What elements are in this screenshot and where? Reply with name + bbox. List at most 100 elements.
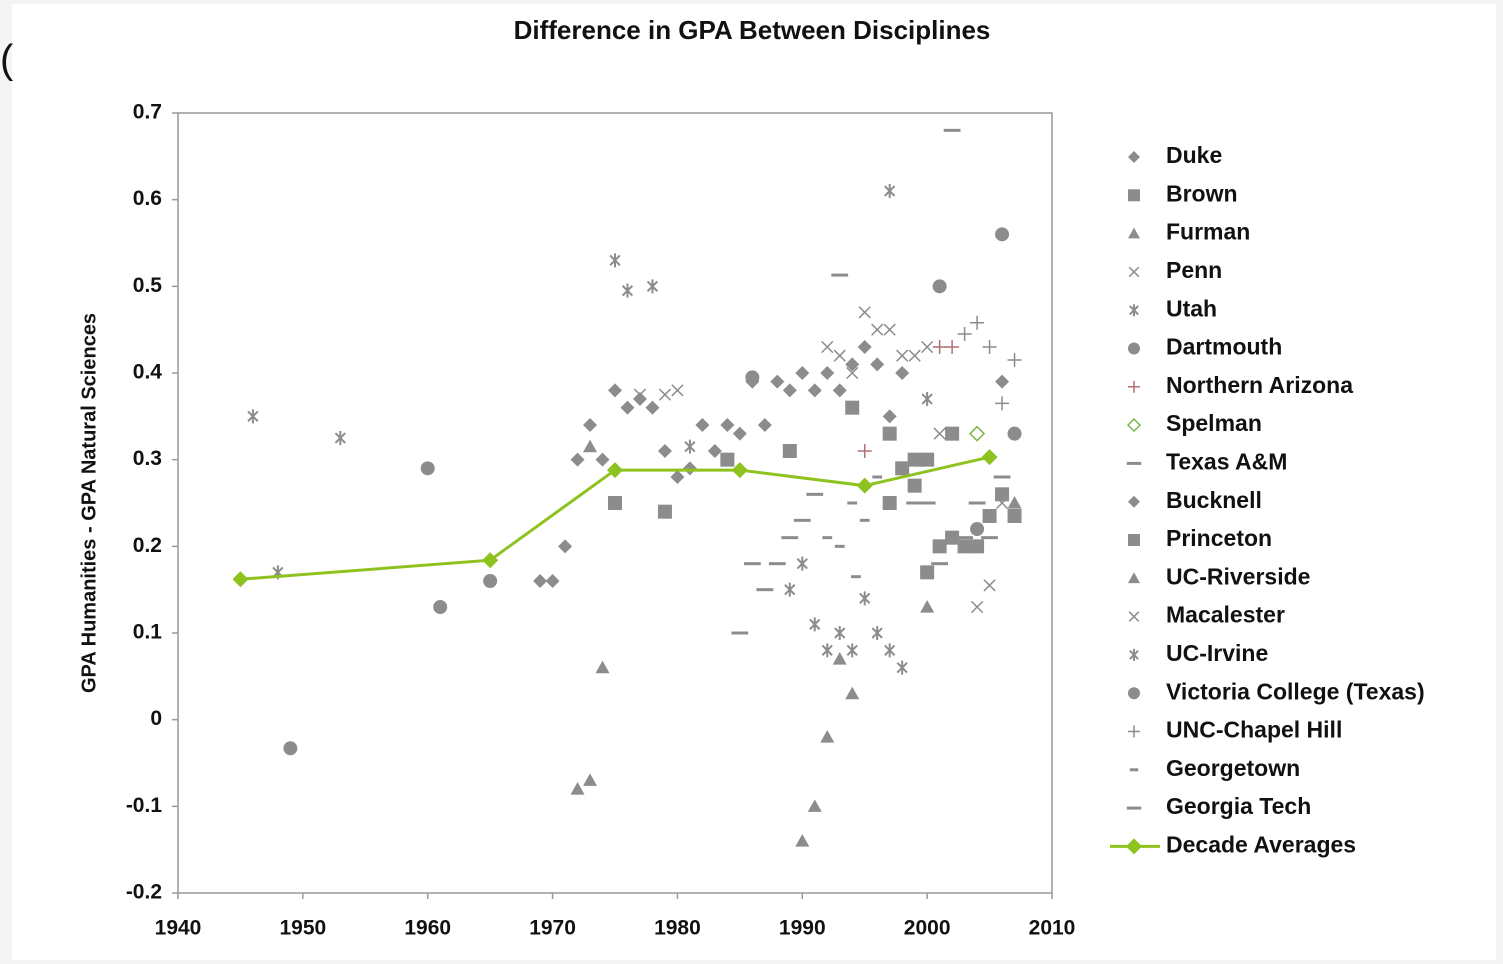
marker-asterisk bbox=[834, 626, 846, 640]
marker-asterisk bbox=[684, 439, 696, 454]
legend-label: Bucknell bbox=[1166, 487, 1262, 513]
marker-circle bbox=[995, 227, 1010, 242]
marker-diamond bbox=[482, 552, 499, 569]
x-tick-label: 1960 bbox=[404, 917, 451, 940]
marker-circle bbox=[483, 574, 498, 588]
marker-dash bbox=[806, 492, 824, 496]
marker-asterisk bbox=[796, 556, 808, 571]
marker-square bbox=[982, 509, 997, 523]
legend-label: Decade Averages bbox=[1166, 831, 1356, 857]
marker-square bbox=[907, 452, 922, 467]
x-tick-label: 1990 bbox=[779, 917, 826, 940]
marker-dash bbox=[1129, 768, 1139, 772]
marker-triangle bbox=[807, 799, 822, 812]
y-tick-label: 0.6 bbox=[133, 187, 162, 210]
y-tick-label: 0.4 bbox=[133, 361, 163, 384]
marker-circle bbox=[433, 600, 448, 614]
marker-diamond bbox=[870, 357, 885, 372]
marker-diamond bbox=[757, 418, 772, 432]
marker-square bbox=[1128, 534, 1140, 546]
marker-triangle bbox=[595, 660, 610, 674]
marker-plus bbox=[857, 444, 872, 458]
x-tick-label: 1980 bbox=[654, 917, 701, 940]
marker-circle bbox=[1128, 687, 1140, 700]
marker-diamond bbox=[795, 366, 810, 380]
marker-x bbox=[658, 388, 672, 401]
marker-diamond bbox=[533, 574, 548, 588]
marker-circle bbox=[970, 522, 985, 536]
x-tick-label: 1950 bbox=[279, 917, 326, 940]
marker-circle bbox=[1007, 426, 1022, 441]
legend-label: Spelman bbox=[1166, 410, 1262, 436]
annotation: ( bbox=[0, 38, 14, 82]
marker-x bbox=[1128, 266, 1140, 278]
marker-triangle bbox=[832, 652, 847, 665]
legend-label: Victoria College (Texas) bbox=[1166, 678, 1425, 704]
marker-square bbox=[608, 496, 622, 510]
marker-asterisk bbox=[1129, 304, 1139, 317]
marker-diamond bbox=[995, 374, 1010, 389]
marker-dash bbox=[872, 475, 883, 479]
marker-diamond bbox=[895, 366, 910, 380]
marker-x bbox=[821, 340, 834, 354]
marker-diamond bbox=[583, 418, 598, 432]
marker-dash bbox=[743, 562, 761, 566]
marker-plus bbox=[1007, 353, 1022, 367]
marker-diamond bbox=[695, 418, 710, 432]
x-tick-label: 1970 bbox=[529, 917, 576, 940]
marker-square bbox=[920, 565, 935, 580]
y-tick-label: 0 bbox=[150, 707, 162, 730]
marker-diamond bbox=[570, 452, 585, 467]
marker-x bbox=[921, 340, 934, 354]
legend-label: UC-Irvine bbox=[1166, 640, 1268, 666]
marker-diamond bbox=[782, 383, 797, 398]
marker-diamond bbox=[545, 574, 560, 588]
marker-triangle bbox=[583, 439, 598, 453]
marker-diamond bbox=[657, 444, 672, 458]
y-tick-label: 0.1 bbox=[133, 621, 163, 644]
marker-diamond bbox=[720, 418, 735, 432]
marker-x bbox=[933, 427, 946, 440]
marker-square bbox=[782, 444, 797, 458]
marker-dash bbox=[906, 501, 924, 505]
marker-diamond bbox=[856, 477, 873, 494]
x-tick-label: 1940 bbox=[155, 917, 202, 940]
marker-square bbox=[657, 504, 672, 519]
marker-asterisk bbox=[646, 279, 659, 294]
legend-label: Penn bbox=[1166, 257, 1222, 283]
legend-label: Brown bbox=[1166, 180, 1238, 206]
marker-square bbox=[907, 478, 922, 493]
marker-square bbox=[882, 426, 897, 441]
marker-diamond bbox=[832, 383, 847, 398]
chart-title: Difference in GPA Between Disciplines bbox=[514, 15, 991, 45]
marker-asterisk bbox=[334, 431, 346, 445]
marker-dash bbox=[859, 518, 870, 522]
marker-square bbox=[995, 487, 1010, 502]
marker-dash bbox=[731, 631, 749, 635]
marker-plus bbox=[957, 327, 972, 341]
marker-diamond bbox=[732, 426, 747, 441]
legend-label: UC-Riverside bbox=[1166, 563, 1310, 589]
legend-label: Georgia Tech bbox=[1166, 793, 1311, 819]
marker-x bbox=[1128, 611, 1140, 622]
legend-label: Dartmouth bbox=[1166, 334, 1282, 360]
marker-diamond bbox=[820, 366, 835, 380]
marker-diamond bbox=[969, 425, 986, 442]
legend-label: Northern Arizona bbox=[1166, 372, 1353, 398]
marker-dash bbox=[793, 518, 811, 522]
legend-label: Duke bbox=[1166, 142, 1222, 168]
marker-square bbox=[895, 461, 910, 476]
marker-diamond bbox=[707, 444, 722, 458]
marker-square bbox=[882, 496, 897, 510]
marker-asterisk bbox=[809, 617, 821, 632]
marker-asterisk bbox=[884, 184, 896, 198]
marker-asterisk bbox=[921, 392, 933, 406]
legend-label: Macalester bbox=[1166, 602, 1285, 628]
marker-dash bbox=[756, 588, 774, 592]
marker-dash bbox=[847, 501, 858, 505]
marker-asterisk bbox=[609, 253, 621, 268]
marker-dash bbox=[1126, 806, 1142, 810]
marker-x bbox=[833, 349, 846, 362]
marker-dash bbox=[981, 536, 998, 540]
